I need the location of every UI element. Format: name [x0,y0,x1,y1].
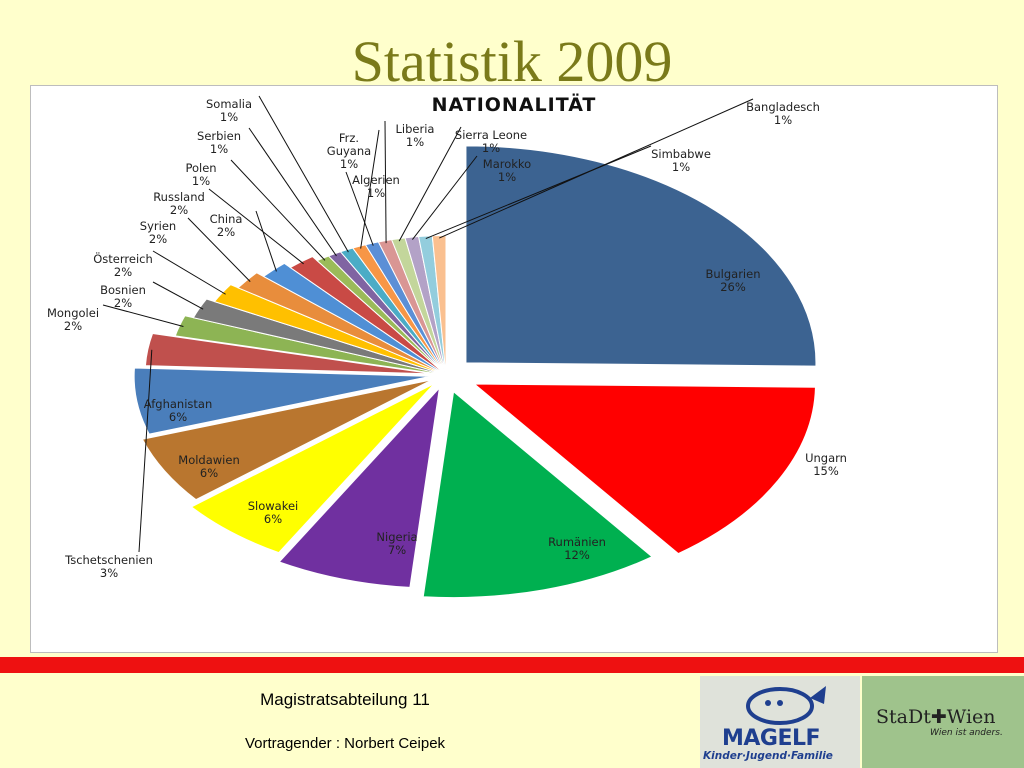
slice-label: Nigeria 7% [376,530,417,557]
slice-label: Liberia 1% [396,122,435,149]
slice-label: Russland 2% [153,190,205,217]
whale-icon [746,686,826,725]
slice-label: Bosnien 2% [100,283,146,310]
slice-label: Serbien 1% [197,129,241,156]
pie-slice-nigeria [278,386,441,588]
magelf-logo: MAGELF Kinder·Jugend·Familie [700,676,860,768]
leader-line [208,188,304,265]
pie-slice-rumänien [422,390,653,599]
slice-label: Afghanistan 6% [144,397,212,424]
slice-label: Ungarn 15% [805,451,847,478]
slice-label: Sierra Leone 1% [455,128,527,155]
slice-label: Bulgarien 26% [705,267,760,294]
footer-speaker: Vortragender : Norbert Ceipek [244,735,446,752]
leader-line [187,217,251,282]
stadt-wien-logo: StaDt✚Wien Wien ist anders. [862,676,1024,768]
slice-label: Moldawien 6% [178,453,239,480]
pie-slice-bosnien [192,298,447,376]
slice-label: Polen 1% [185,161,216,188]
leader-line [425,145,652,240]
leader-line [248,127,337,257]
slice-label: Mongolei 2% [47,306,99,333]
pie-chart: NATIONALITÄT Bulgarien 26% Ungarn 15% Rumäni… [47,92,847,599]
slice-label: Tschetschenien 3% [64,553,153,580]
pie-slice-slowakei [190,383,435,554]
slice-label: Marokko 1% [483,157,531,184]
chart-title: NATIONALITÄT [432,92,597,116]
pie-slice-syrien [237,272,447,376]
leader-line [255,210,277,272]
stadt-wien-logo-subtitle: Wien ist anders. [930,728,1003,738]
magelf-logo-text: MAGELF [722,726,821,751]
pie-slice-ungarn [473,383,816,555]
leader-line [398,126,462,242]
slice-label: Algerien 1% [352,173,400,200]
leader-line [230,159,326,261]
pie-slice-china [262,262,447,376]
slice-label: Somalia 1% [206,97,252,124]
leader-line [439,98,754,239]
slice-label: Frz. Guyana 1% [327,131,371,171]
leader-line [384,120,387,244]
leader-line [412,155,478,240]
leader-line [102,304,184,327]
slice-label: Syrien 2% [140,219,176,246]
slice-label: Österreich 2% [93,250,153,279]
pie-slice-österreich [213,284,447,376]
leader-line [152,250,226,295]
footer-divider-bar [0,657,1024,673]
slice-label: China 2% [210,212,243,239]
pie-slice-bulgarien [465,145,817,367]
slice-label: Slowakei 6% [248,499,299,526]
chart-frame: NATIONALITÄT Bulgarien 26% Ungarn 15% Rumäni… [30,85,998,653]
slide-title: Statistik 2009 [351,29,673,94]
slice-label: Simbabwe 1% [651,147,711,174]
footer-department: Magistratsabteilung 11 [260,690,430,709]
leader-line [258,95,349,253]
stadt-wien-logo-text: StaDt✚Wien [876,706,996,728]
leader-line [152,281,204,310]
leader-line [138,349,153,553]
pie-slice-moldawien [141,379,433,501]
slice-label: Bangladesch 1% [746,100,820,127]
leader-line [345,171,374,246]
pie-slice-tschetschenien [144,332,433,375]
magelf-logo-subtitle: Kinder·Jugend·Familie [703,750,833,762]
pie-slice-afghanistan [133,367,431,435]
leader-line [360,129,380,249]
slice-label: Rumänien 12% [548,535,606,562]
